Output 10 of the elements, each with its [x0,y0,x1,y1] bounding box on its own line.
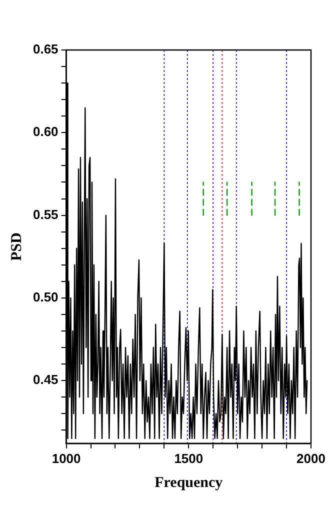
x-axis-title: Frequency [154,474,224,491]
y-axis-title: PSD [8,232,25,261]
x-tick-label: 1000 [52,450,81,466]
y-tick-label: 0.45 [32,372,58,388]
y-tick-label: 0.65 [32,42,58,57]
y-tick-label: 0.60 [32,124,58,140]
y-tick-label: 0.55 [32,206,58,222]
x-tick-label: 1500 [174,450,204,466]
y-tick-label: 0.50 [32,290,58,305]
x-tick-label: 2000 [296,450,326,466]
